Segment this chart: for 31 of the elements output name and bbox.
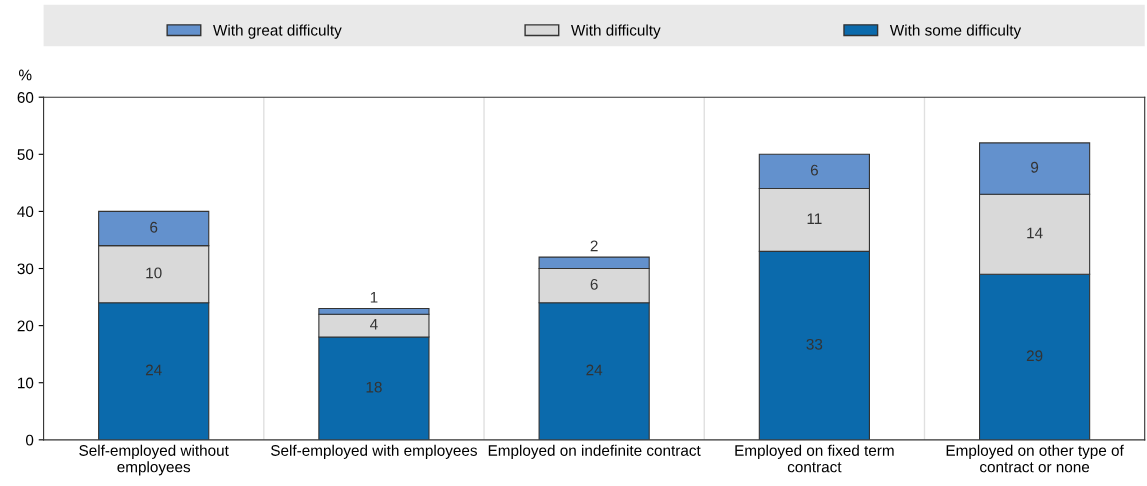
y-tick-label: 50 (17, 149, 34, 160)
y-tick-label: 60 (17, 92, 34, 103)
legend-label: With great difficulty (213, 24, 342, 39)
data-label: 11 (807, 213, 822, 224)
data-label: 2 (590, 240, 598, 252)
x-tick-label: Employed on indefinite contract (488, 444, 701, 459)
legend-label: With some difficulty (889, 24, 1022, 39)
y-tick-label: 10 (18, 377, 34, 389)
data-label: 6 (810, 164, 818, 176)
data-label: 10 (146, 267, 162, 279)
data-label: 9 (1031, 161, 1039, 173)
data-label: 18 (366, 381, 382, 393)
y-tick-label: 40 (17, 206, 34, 218)
data-label: 1 (370, 292, 378, 303)
data-label: 14 (1027, 227, 1043, 239)
data-label: 24 (586, 364, 603, 376)
x-tick-label: Self-employed without employees (79, 444, 229, 476)
data-label: 6 (150, 221, 158, 233)
data-label: 24 (145, 364, 162, 376)
y-tick-label: 30 (17, 263, 34, 275)
legend-label: With difficulty (571, 24, 661, 39)
x-tick-label: Employed on fixed term contract (735, 444, 894, 473)
data-label: 4 (370, 319, 378, 330)
y-tick-label: 0 (25, 434, 34, 446)
x-tick-label: Employed on other type of contract or none (946, 444, 1124, 473)
x-tick-label: Self-employed with employees (271, 444, 477, 459)
data-label: 29 (1026, 350, 1043, 362)
y-axis-title: % (18, 69, 32, 81)
data-label: 6 (590, 278, 598, 290)
data-label: 33 (806, 338, 823, 350)
y-tick-label: 20 (17, 320, 34, 332)
